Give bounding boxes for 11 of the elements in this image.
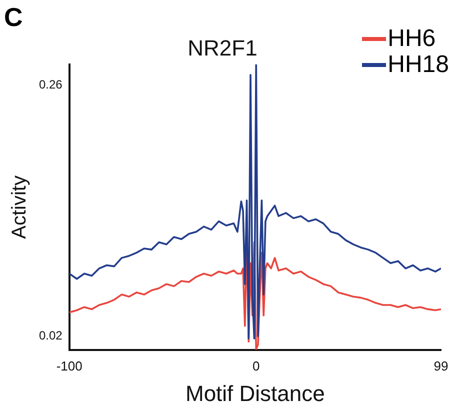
- y-axis-title: Activity: [8, 176, 31, 239]
- legend-label: HH18: [388, 51, 449, 78]
- x-tick-label: 99: [434, 358, 448, 374]
- y-tick-label: 0.02: [38, 328, 63, 343]
- x-tick-label: 0: [252, 358, 260, 374]
- chart-title: NR2F1: [188, 35, 258, 60]
- y-tick-label: 0.26: [38, 78, 63, 92]
- text: C: [4, 2, 23, 33]
- x-axis-title: Motif Distance: [185, 380, 325, 406]
- legend-label: HH6: [388, 25, 436, 52]
- x-tick-label: -100: [56, 358, 82, 374]
